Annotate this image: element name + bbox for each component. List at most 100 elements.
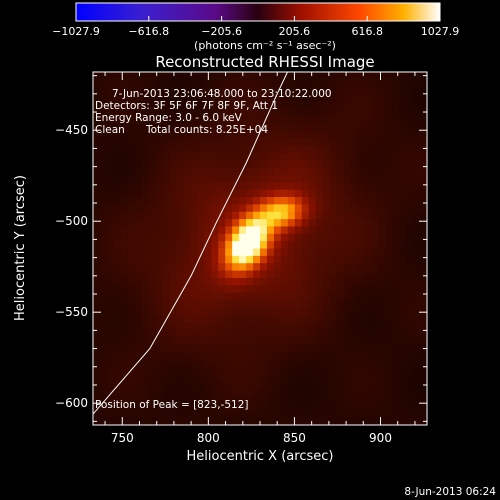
heatmap-cell — [127, 292, 136, 301]
heatmap-cell — [253, 388, 261, 397]
heatmap-cell — [413, 388, 421, 397]
heatmap-cell — [350, 270, 359, 279]
heatmap-cell — [204, 94, 212, 103]
heatmap-cell — [162, 219, 171, 228]
heatmap-cell — [266, 226, 275, 235]
heatmap-cell — [155, 182, 164, 191]
heatmap-cell — [155, 292, 164, 301]
heatmap-cell — [294, 130, 303, 139]
heatmap-cell — [322, 270, 331, 279]
heatmap-cell — [218, 241, 226, 250]
heatmap-cell — [93, 366, 101, 375]
heatmap-cell — [420, 388, 427, 397]
heatmap-cell — [120, 248, 129, 257]
heatmap-cell — [392, 380, 400, 389]
heatmap-cell — [197, 197, 205, 205]
heatmap-cell — [162, 108, 171, 117]
heatmap-cell — [232, 123, 240, 132]
heatmap-cell — [343, 322, 352, 330]
heatmap-cell — [315, 138, 324, 147]
heatmap-cell — [246, 226, 254, 235]
heatmap-cell — [155, 241, 164, 250]
heatmap-cell — [301, 174, 310, 183]
y-tick-label: −450 — [55, 123, 88, 137]
heatmap-cell — [406, 226, 414, 235]
heatmap-cell — [211, 395, 219, 404]
heatmap-cell — [148, 299, 157, 308]
heatmap-cell — [350, 86, 359, 95]
heatmap-cell — [260, 226, 268, 235]
heatmap-cell — [378, 307, 386, 316]
heatmap-cell — [399, 299, 407, 308]
heatmap-cell — [232, 358, 240, 367]
heatmap-cell — [301, 241, 310, 250]
heatmap-cell — [406, 160, 414, 169]
heatmap-cell — [308, 174, 317, 183]
heatmap-cell — [399, 248, 407, 257]
heatmap-cell — [239, 86, 247, 95]
heatmap-cell — [99, 299, 108, 308]
heatmap-cell — [385, 189, 393, 198]
heatmap-cell — [141, 130, 150, 139]
heatmap-cell — [406, 233, 414, 242]
heatmap-cell — [322, 174, 331, 183]
heatmap-cell — [162, 322, 171, 330]
heatmap-cell — [260, 189, 268, 198]
heatmap-cell — [322, 86, 331, 95]
heatmap-cell — [371, 152, 379, 161]
heatmap-cell — [162, 160, 171, 169]
heatmap-cell — [420, 329, 427, 338]
heatmap-cell — [183, 123, 192, 132]
heatmap-cell — [357, 226, 365, 235]
heatmap-cell — [232, 263, 240, 272]
heatmap-cell — [322, 116, 331, 125]
heatmap-cell — [218, 358, 226, 367]
heatmap-cell — [155, 189, 164, 198]
heatmap-cell — [260, 270, 268, 279]
heatmap-cell — [266, 336, 275, 345]
heatmap-cell — [413, 307, 421, 316]
heatmap-cell — [399, 255, 407, 264]
heatmap-cell — [176, 101, 185, 110]
heatmap-cell — [120, 101, 129, 110]
heatmap-cell — [197, 299, 205, 308]
heatmap-cell — [287, 130, 296, 139]
heatmap-cell — [336, 270, 345, 279]
heatmap-cell — [148, 160, 157, 169]
heatmap-cell — [141, 152, 150, 161]
heatmap-cell — [218, 410, 226, 419]
heatmap-cell — [287, 197, 296, 205]
heatmap-cell — [392, 241, 400, 250]
heatmap-cell — [106, 255, 115, 264]
heatmap-cell — [113, 72, 122, 80]
heatmap-cell — [232, 329, 240, 338]
heatmap-cell — [294, 380, 303, 389]
heatmap-cell — [399, 167, 407, 176]
heatmap-cell — [371, 182, 379, 191]
heatmap-cell — [162, 358, 171, 367]
heatmap-cell — [232, 219, 240, 228]
heatmap-cell — [127, 329, 136, 338]
heatmap-cell — [378, 72, 386, 80]
heatmap-cell — [413, 292, 421, 301]
heatmap-cell — [406, 108, 414, 117]
heatmap-cell — [183, 417, 192, 425]
heatmap-cell — [211, 204, 219, 213]
heatmap-cell — [294, 299, 303, 308]
heatmap-cell — [169, 160, 178, 169]
heatmap-cell — [392, 189, 400, 198]
heatmap-cell — [343, 86, 352, 95]
heatmap-cell — [120, 72, 129, 80]
heatmap-cell — [371, 72, 379, 80]
heatmap-cell — [106, 130, 115, 139]
heatmap-cell — [357, 116, 365, 125]
heatmap-cell — [392, 263, 400, 272]
heatmap-cell — [253, 351, 261, 360]
heatmap-cell — [308, 366, 317, 375]
heatmap-cell — [99, 79, 108, 88]
heatmap-cell — [329, 248, 338, 257]
heatmap-cell — [336, 358, 345, 367]
heatmap-cell — [273, 219, 282, 228]
heatmap-cell — [336, 351, 345, 360]
heatmap-cell — [106, 219, 115, 228]
